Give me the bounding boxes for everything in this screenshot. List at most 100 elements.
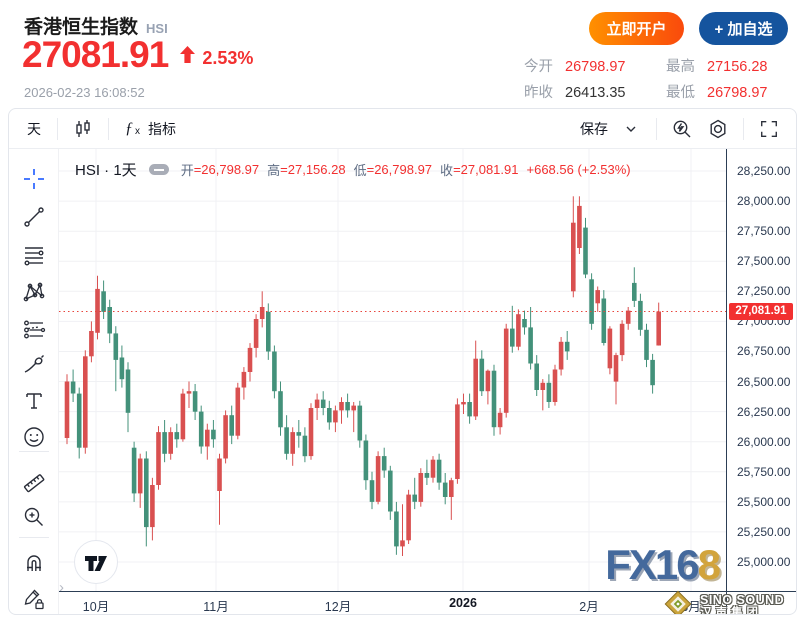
price-axis-label: 26,000.00 [737,434,791,449]
candle-body [223,415,228,459]
price-axis-label: 25,250.00 [737,524,791,539]
lock-drawings-tool-icon[interactable] [22,587,46,611]
emoji-tool-icon[interactable] [22,425,46,449]
legend-symbol[interactable]: HSI · 1天 [75,162,137,179]
chart-type-candles-icon[interactable] [70,116,96,142]
stat-open: 今开 26798.97 [524,59,626,75]
candle-body [528,327,533,364]
fib-retracement-tool-icon[interactable] [22,243,46,267]
candle-body [314,399,320,408]
candle-body [272,351,277,392]
candle-body [418,473,424,502]
candle-body [320,399,326,408]
candle-body [491,370,497,428]
brush-tool-icon[interactable] [22,353,46,377]
indicators-button[interactable]: ƒ x 指标 [125,119,176,138]
text-tool-icon[interactable] [22,389,46,413]
candle-body [473,358,478,417]
candle-body [162,432,167,454]
candlestick-chart[interactable] [59,149,726,591]
ruler-tool-icon[interactable] [22,471,46,495]
candle-body [589,279,594,324]
candle-body [388,470,393,512]
candle-body [131,447,137,494]
candle-body [455,404,460,479]
candle-body [259,307,265,319]
candle-body [327,408,332,423]
candle-body [595,290,600,304]
hide-series-toggle[interactable] [148,164,169,175]
panel-collapse-icon[interactable]: › [59,579,64,596]
add-watchlist-button[interactable]: + 加自选 [699,12,788,45]
price-axis[interactable]: 28,250.00 28,000.00 27,750.00 27,500.00 27,2… [726,149,796,614]
candle-body [479,358,485,392]
legend-change: +668.56 (+2.53%) [526,162,631,177]
chart-card: 天 ƒ x 指标 保存 [8,108,797,615]
candle-body [296,432,302,436]
candle-body [235,387,241,436]
trend-line-tool-icon[interactable] [22,205,46,229]
page-title: 香港恒生指数 [24,17,139,38]
candle-body [253,319,259,348]
sino-sound-logo: SINO SOUND 汉声集团 [661,587,784,614]
price-axis-label: 26,750.00 [737,344,791,359]
forecast-tool-icon[interactable] [22,317,46,341]
chart-canvas[interactable] [59,149,726,591]
price-axis-label: 27,750.00 [737,224,791,239]
price-axis-label: 25,000.00 [737,555,791,569]
candle-body [442,482,448,497]
xabcd-pattern-tool-icon[interactable] [22,280,46,304]
open-account-button[interactable]: 立即开户 [589,12,684,45]
price-axis-label: 27,250.00 [737,284,791,299]
grid [59,149,726,591]
candle-body [284,427,289,454]
quote-timestamp: 2026-02-23 16:08:52 [24,85,145,100]
candle-body [400,540,405,547]
candle-body [619,323,625,356]
candle-body [333,410,338,423]
candle-body [156,432,161,485]
stat-low: 最低 26798.97 [666,85,768,101]
candle-body [339,402,344,411]
candle-body [534,363,539,390]
candle-body [95,288,100,333]
candle-body [430,459,436,478]
candle-body [119,357,125,380]
toolbar-divider [19,537,49,538]
candle-body [186,391,192,394]
time-axis[interactable]: 10月 11月 12月 2026 2月 3月 [59,591,796,614]
candle-body [64,381,70,438]
drawing-toolbar [9,149,59,614]
candle-body [144,458,149,528]
candle-body [247,347,253,372]
candle-body [406,494,411,541]
chart-toolbar: 天 ƒ x 指标 保存 [9,109,796,149]
zoom-in-tool-icon[interactable] [22,505,46,529]
candle-body [650,359,655,386]
save-button[interactable]: 保存 [580,120,608,137]
candle-body [192,391,198,412]
chart-legend: HSI · 1天 开 =26,798.97 高 =27,156.28 低 =26,79… [75,159,631,180]
time-axis-label: 11月 [203,600,229,614]
candle-body [412,494,417,502]
fx168-watermark: FX168 [605,541,721,588]
candle-body [70,381,76,394]
settings-gear-icon[interactable] [705,116,731,142]
sino-diamond-icon [661,587,695,614]
candle-body [381,456,387,471]
fullscreen-icon[interactable] [756,116,782,142]
candle-body [180,393,186,440]
price-axis-label: 26,250.00 [737,404,791,419]
candle-body [174,432,180,440]
interval-button[interactable]: 天 [27,120,41,137]
candle-body [357,405,363,441]
crosshair-tool-icon[interactable] [22,167,46,191]
snapshot-icon[interactable] [669,116,695,142]
save-chevron-down-icon[interactable] [618,116,644,142]
price-axis-label: 25,500.00 [737,494,791,509]
candle-body [302,435,308,457]
magnet-tool-icon[interactable] [22,551,46,575]
tradingview-logo[interactable] [73,539,119,590]
toolbar-divider [19,451,49,452]
candle-body [601,298,607,343]
